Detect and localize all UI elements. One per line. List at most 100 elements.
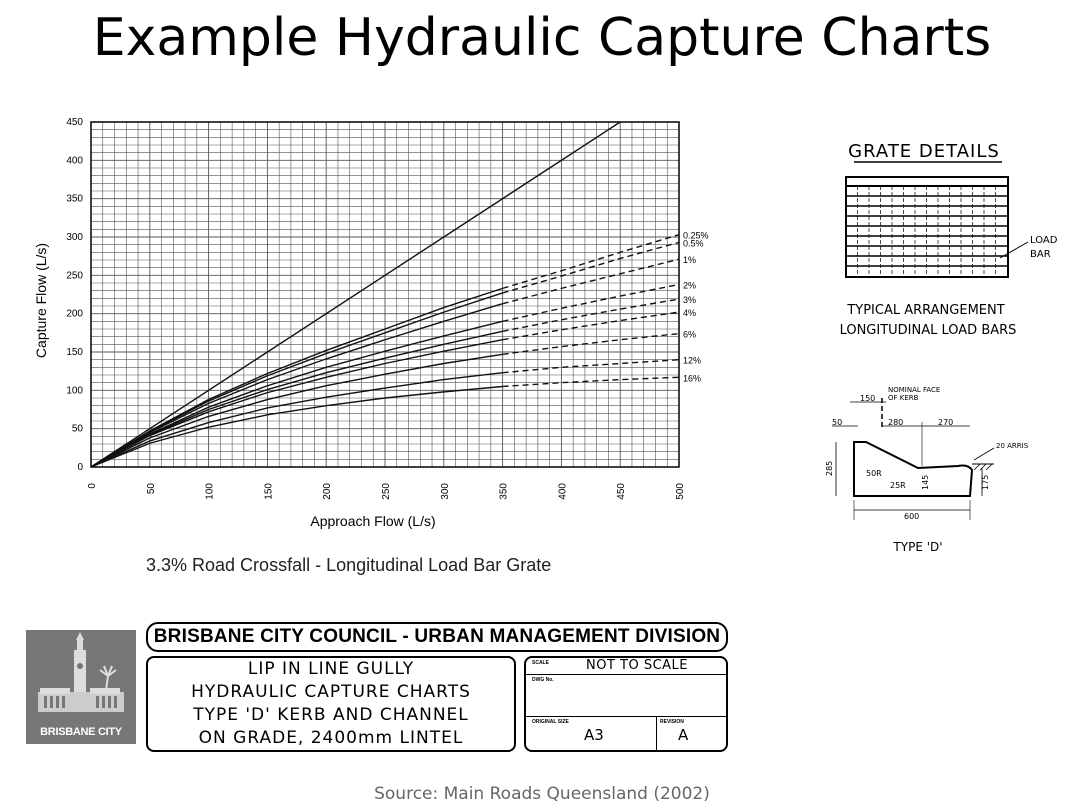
logo-text: BRISBANE CITY xyxy=(40,726,122,738)
x-tick-label: 100 xyxy=(205,483,216,500)
y-tick-label: 150 xyxy=(66,347,83,358)
revision-value: A xyxy=(678,726,689,744)
series-label: 6% xyxy=(683,330,696,340)
y-tick-label: 300 xyxy=(66,232,83,243)
dim-285: 285 xyxy=(825,461,834,476)
dim-150: 150 xyxy=(860,394,875,403)
size-label: ORIGINAL SIZE xyxy=(532,719,569,725)
series-label: 3% xyxy=(683,295,696,305)
dim-270: 270 xyxy=(938,418,953,427)
series-line-extrapolated xyxy=(502,358,680,374)
scale-label: SCALE xyxy=(532,660,549,666)
chart-axes xyxy=(90,121,680,468)
y-tick-label: 100 xyxy=(66,385,83,396)
grate-details-title: GRATE DETAILS xyxy=(848,141,1000,162)
y-tick-label: 450 xyxy=(66,117,83,128)
series-label: 1% xyxy=(683,255,696,265)
load-bar-label-1: LOAD xyxy=(1030,235,1058,246)
x-tick-label: 0 xyxy=(87,483,98,489)
desc-line-3: TYPE 'D' KERB AND CHANNEL xyxy=(193,705,469,725)
source-note: Source: Main Roads Queensland (2002) xyxy=(374,784,710,804)
nominal-face-label-2: OF KERB xyxy=(888,394,919,402)
y-tick-label: 400 xyxy=(66,155,83,166)
x-tick-label: 50 xyxy=(146,483,157,495)
desc-line-4: ON GRADE, 2400mm LINTEL xyxy=(198,728,464,748)
load-bar-label-2: BAR xyxy=(1030,249,1051,260)
series-line xyxy=(90,339,503,468)
capture-chart: 0 50 100 150 200 250 300 350 400 450 500 0 50 100 150 2… xyxy=(33,117,709,529)
x-tick-label: 150 xyxy=(263,483,274,500)
series-line-extrapolated xyxy=(502,311,680,341)
x-tick-label: 300 xyxy=(440,483,451,500)
revision-label: REVISION xyxy=(660,719,684,725)
reference-line xyxy=(90,121,621,468)
y-tick-label: 250 xyxy=(66,270,83,281)
dim-145: 145 xyxy=(921,475,930,490)
kerb-type-d-drawing: NOMINAL FACE OF KERB 150 50 280 270 20 A… xyxy=(825,386,1029,554)
x-tick-label: 450 xyxy=(616,483,627,500)
arris-label: 20 ARRIS xyxy=(996,442,1029,450)
drawing-description: LIP IN LINE GULLY HYDRAULIC CAPTURE CHAR… xyxy=(146,656,516,752)
page-title: Example Hydraulic Capture Charts xyxy=(92,8,992,68)
x-axis-label: Approach Flow (L/s) xyxy=(310,513,435,529)
series-line-extrapolated xyxy=(502,258,680,305)
series-line xyxy=(90,330,503,468)
series-line-extrapolated xyxy=(502,298,680,332)
series-line xyxy=(90,320,503,468)
kerb-type-label: TYPE 'D' xyxy=(892,540,942,554)
series-line-extrapolated xyxy=(502,234,680,290)
series-label: 12% xyxy=(683,356,701,366)
dim-600: 600 xyxy=(904,512,919,521)
y-tick-label: 200 xyxy=(66,309,83,320)
dim-50: 50 xyxy=(832,418,842,427)
series-line-extrapolated xyxy=(502,283,680,323)
grate-bars xyxy=(846,186,1008,277)
kerb-profile xyxy=(853,441,974,497)
y-tick-label: 0 xyxy=(77,462,83,473)
arrangement-line-2: LONGITUDINAL LOAD BARS xyxy=(840,323,1017,338)
chart-series xyxy=(90,121,680,468)
chart-caption: 3.3% Road Crossfall - Longitudinal Load … xyxy=(146,555,552,575)
series-label: 4% xyxy=(683,308,696,318)
size-value: A3 xyxy=(584,726,604,744)
series-line xyxy=(90,353,503,468)
brisbane-city-logo: BRISBANE CITY xyxy=(26,630,136,744)
x-tick-label: 350 xyxy=(499,483,510,500)
chart-grid xyxy=(90,121,680,468)
y-tick-label: 350 xyxy=(66,194,83,205)
x-tick-label: 500 xyxy=(675,483,686,500)
scale-value: NOT TO SCALE xyxy=(586,658,689,673)
x-tick-label: 250 xyxy=(381,483,392,500)
x-tick-label: 200 xyxy=(322,483,333,500)
series-line xyxy=(90,303,503,468)
series-label: 2% xyxy=(683,281,696,291)
plot-frame xyxy=(90,121,680,468)
arrangement-line-1: TYPICAL ARRANGEMENT xyxy=(846,303,1004,318)
city-hall-icon xyxy=(38,632,124,712)
grate-details-drawing: GRATE DETAILS LOAD BAR TYPICAL ARRANGEME… xyxy=(840,141,1058,338)
radius-50r: 50R xyxy=(866,469,882,478)
series-line xyxy=(90,385,503,468)
series-line xyxy=(90,372,503,468)
series-line-extrapolated xyxy=(502,241,680,294)
chart-labels: 0 50 100 150 200 250 300 350 400 450 500 0 50 100 150 2… xyxy=(33,117,709,529)
y-tick-label: 50 xyxy=(72,424,84,435)
series-line-extrapolated xyxy=(502,376,680,388)
series-label: 16% xyxy=(683,373,701,383)
dim-175: 175 xyxy=(981,475,990,490)
series-line xyxy=(90,292,503,468)
dim-280: 280 xyxy=(888,418,903,427)
desc-line-2: HYDRAULIC CAPTURE CHARTS xyxy=(191,682,471,702)
radius-25r: 25R xyxy=(890,481,906,490)
series-label: 0.5% xyxy=(683,238,704,248)
council-banner: BRISBANE CITY COUNCIL - URBAN MANAGEMENT… xyxy=(146,622,728,652)
y-axis-label: Capture Flow (L/s) xyxy=(33,243,49,358)
x-tick-label: 400 xyxy=(557,483,568,500)
dwg-label: DWG No. xyxy=(532,677,554,683)
grate-top-frame xyxy=(845,176,1009,187)
load-bar-leader xyxy=(999,241,1029,259)
series-label: 0.25% xyxy=(683,231,709,241)
nominal-face-label-1: NOMINAL FACE xyxy=(888,386,940,394)
desc-line-1: LIP IN LINE GULLY xyxy=(247,659,415,679)
drawing-info-box: SCALE NOT TO SCALE DWG No. ORIGINAL SIZE… xyxy=(524,656,728,752)
